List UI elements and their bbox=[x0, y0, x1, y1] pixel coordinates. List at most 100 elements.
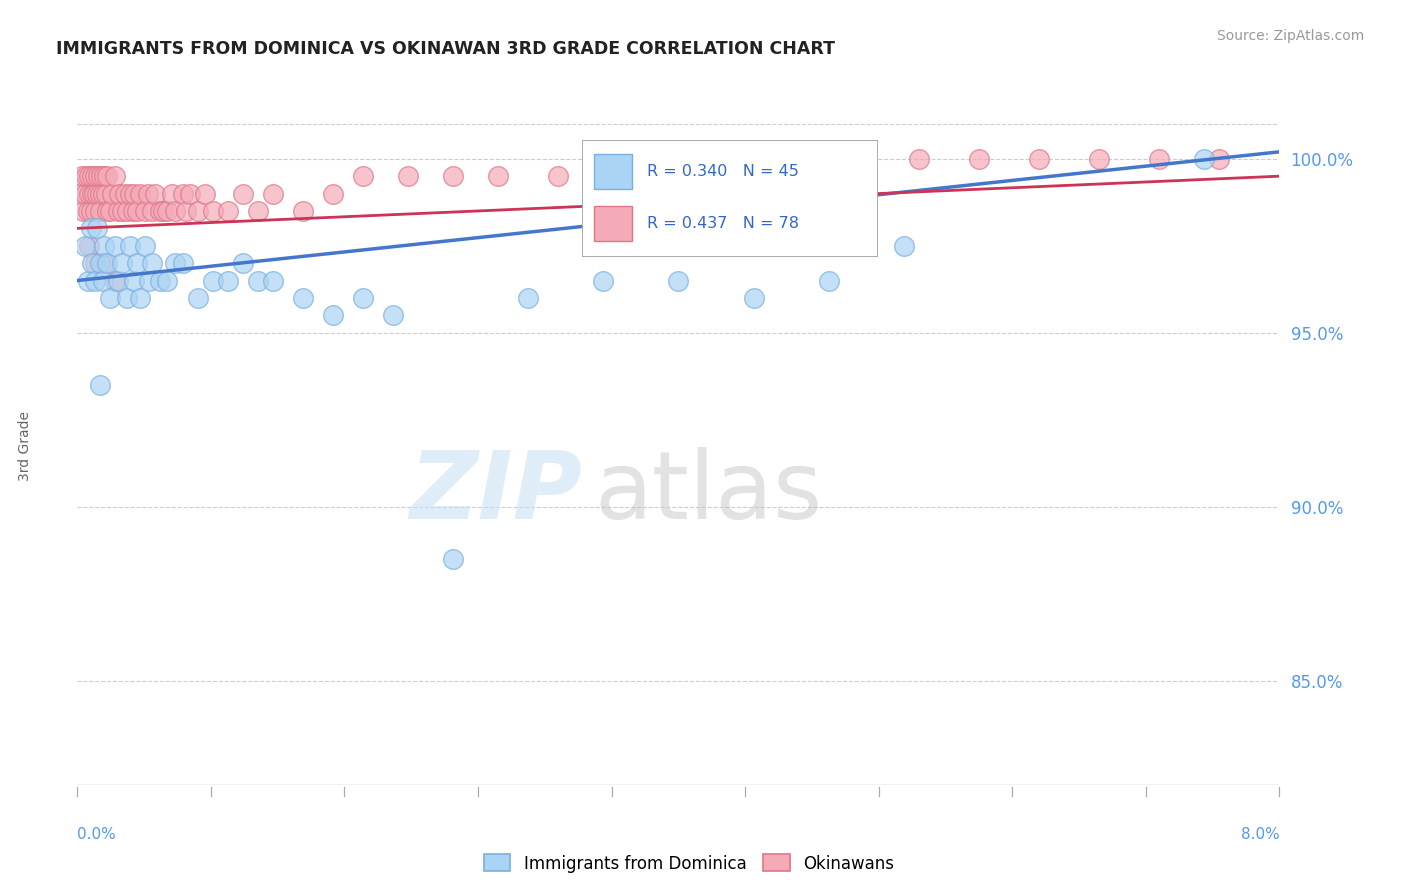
Point bbox=[201, 204, 224, 219]
Point bbox=[163, 204, 186, 219]
Point bbox=[160, 186, 183, 201]
Point bbox=[118, 239, 141, 253]
Text: Source: ZipAtlas.com: Source: ZipAtlas.com bbox=[1216, 29, 1364, 43]
Point bbox=[76, 204, 98, 219]
Point bbox=[80, 221, 103, 235]
Point bbox=[89, 256, 111, 270]
Point bbox=[89, 186, 111, 201]
Point bbox=[86, 186, 108, 201]
Point bbox=[291, 204, 314, 219]
Point bbox=[79, 239, 101, 253]
Point bbox=[84, 274, 107, 288]
Point bbox=[72, 204, 94, 219]
Point bbox=[152, 204, 174, 219]
Point bbox=[115, 204, 138, 219]
Point bbox=[91, 274, 114, 288]
Point bbox=[134, 239, 156, 253]
Point bbox=[107, 274, 129, 288]
Point bbox=[93, 256, 115, 270]
Point bbox=[396, 169, 419, 184]
Point bbox=[89, 204, 111, 219]
Point bbox=[129, 291, 152, 305]
Point bbox=[322, 186, 344, 201]
Point bbox=[84, 256, 107, 270]
Point bbox=[217, 204, 239, 219]
Point bbox=[742, 291, 765, 305]
Point bbox=[69, 186, 91, 201]
Point bbox=[908, 152, 931, 166]
Point bbox=[592, 274, 614, 288]
Point bbox=[1208, 152, 1230, 166]
Point bbox=[108, 186, 131, 201]
Text: atlas: atlas bbox=[595, 447, 823, 539]
Point bbox=[232, 186, 254, 201]
Point bbox=[441, 169, 464, 184]
Point bbox=[817, 274, 839, 288]
Point bbox=[107, 204, 129, 219]
Point bbox=[96, 204, 118, 219]
Point bbox=[96, 169, 118, 184]
Point bbox=[381, 309, 404, 323]
Point bbox=[76, 274, 98, 288]
Point bbox=[134, 204, 156, 219]
Point bbox=[100, 204, 122, 219]
Point bbox=[607, 169, 630, 184]
Point bbox=[70, 169, 93, 184]
Point bbox=[172, 256, 194, 270]
Point bbox=[1149, 152, 1171, 166]
Point bbox=[787, 152, 810, 166]
Text: R = 0.340   N = 45: R = 0.340 N = 45 bbox=[647, 164, 799, 179]
Point bbox=[201, 274, 224, 288]
Point bbox=[1028, 152, 1050, 166]
Point bbox=[145, 186, 167, 201]
Point bbox=[73, 186, 96, 201]
Point bbox=[80, 204, 103, 219]
Bar bbox=[593, 154, 633, 189]
Point bbox=[163, 256, 186, 270]
Point bbox=[441, 552, 464, 566]
Point bbox=[187, 291, 209, 305]
Point bbox=[82, 256, 104, 270]
Text: 0.0%: 0.0% bbox=[77, 827, 117, 841]
Point bbox=[82, 169, 104, 184]
Point bbox=[352, 291, 374, 305]
Point bbox=[232, 256, 254, 270]
Point bbox=[1088, 152, 1111, 166]
Point bbox=[262, 186, 284, 201]
Point bbox=[136, 186, 159, 201]
Point bbox=[104, 274, 127, 288]
Point bbox=[96, 256, 118, 270]
Text: 8.0%: 8.0% bbox=[1240, 827, 1279, 841]
Point bbox=[156, 274, 179, 288]
Point bbox=[111, 204, 134, 219]
Point bbox=[73, 239, 96, 253]
Point bbox=[83, 186, 105, 201]
Point bbox=[91, 186, 114, 201]
Point bbox=[174, 204, 197, 219]
Point bbox=[124, 186, 146, 201]
Legend: Immigrants from Dominica, Okinawans: Immigrants from Dominica, Okinawans bbox=[477, 847, 901, 880]
Text: ZIP: ZIP bbox=[409, 447, 582, 539]
Point bbox=[86, 221, 108, 235]
Point bbox=[141, 256, 163, 270]
Point bbox=[87, 169, 110, 184]
Point bbox=[149, 274, 172, 288]
Point bbox=[246, 274, 269, 288]
Point bbox=[187, 204, 209, 219]
Point bbox=[84, 169, 107, 184]
Point bbox=[517, 291, 540, 305]
Text: 3rd Grade: 3rd Grade bbox=[18, 411, 32, 481]
Point bbox=[893, 239, 915, 253]
Point bbox=[246, 204, 269, 219]
Text: R = 0.437   N = 78: R = 0.437 N = 78 bbox=[647, 216, 799, 231]
Point bbox=[547, 169, 569, 184]
Point bbox=[291, 291, 314, 305]
Point bbox=[352, 169, 374, 184]
Point bbox=[104, 169, 127, 184]
Point bbox=[179, 186, 201, 201]
Point bbox=[114, 186, 136, 201]
Point bbox=[93, 169, 115, 184]
Point bbox=[115, 291, 138, 305]
Point bbox=[217, 274, 239, 288]
Point bbox=[93, 239, 115, 253]
